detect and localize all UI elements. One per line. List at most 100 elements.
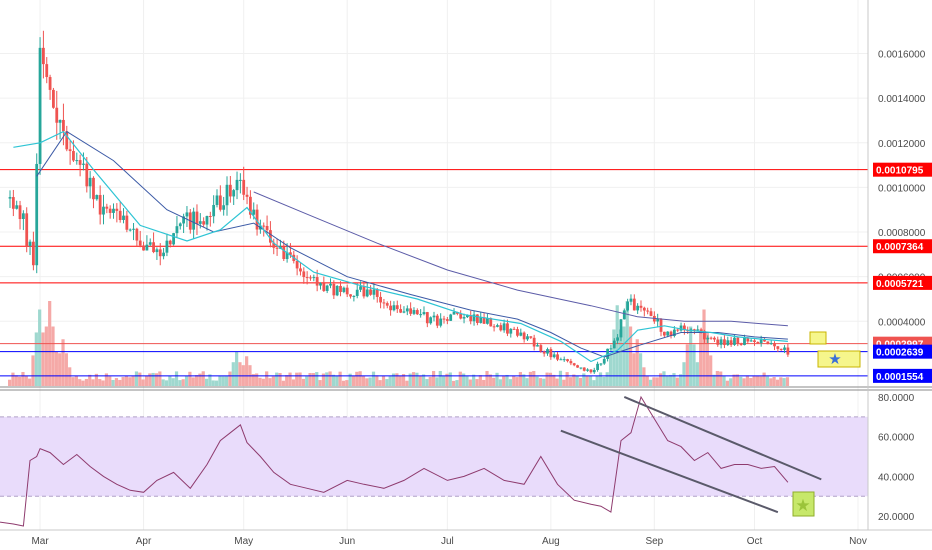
candle-body xyxy=(108,208,112,213)
candle-body xyxy=(492,326,496,328)
volume-bar xyxy=(762,372,766,386)
volume-bar xyxy=(368,377,372,386)
volume-bar xyxy=(418,375,422,386)
volume-bar xyxy=(695,362,699,386)
volume-bar xyxy=(421,374,426,386)
candle-body xyxy=(299,268,302,272)
volume-bar xyxy=(595,375,599,386)
volume-bar xyxy=(575,375,579,386)
candle-body xyxy=(389,305,392,311)
candle-body xyxy=(269,230,272,243)
volume-bar xyxy=(204,378,209,386)
volume-bar xyxy=(288,372,292,386)
volume-bar xyxy=(151,372,155,386)
candle-body xyxy=(21,213,25,220)
volume-bar xyxy=(251,374,255,386)
candle-body xyxy=(662,331,666,336)
volume-bar xyxy=(435,377,439,386)
volume-bar xyxy=(61,339,65,386)
candle-body xyxy=(509,328,513,334)
annotation-box xyxy=(809,331,827,345)
volume-bar xyxy=(548,372,553,386)
volume-bar xyxy=(31,355,35,386)
volume-bar xyxy=(445,373,449,386)
volume-bar xyxy=(775,379,780,386)
volume-bar xyxy=(645,375,649,386)
candle-body xyxy=(629,298,633,302)
volume-bar xyxy=(171,378,175,386)
candle-body xyxy=(656,319,660,322)
candle-body xyxy=(225,184,229,206)
candle-body xyxy=(145,244,149,251)
volume-bar xyxy=(612,329,616,386)
candle-body xyxy=(773,343,776,347)
candle-body xyxy=(85,163,89,187)
candle-body xyxy=(349,294,352,297)
volume-bar xyxy=(88,374,92,386)
candle-body xyxy=(192,211,196,230)
candle-body xyxy=(98,195,102,215)
volume-bar xyxy=(94,373,99,386)
candle-body xyxy=(152,242,155,253)
volume-bar xyxy=(739,376,743,386)
volume-bar xyxy=(478,375,482,386)
candle-body xyxy=(332,283,336,296)
candle-body xyxy=(115,208,119,211)
candle-body xyxy=(476,314,479,323)
candle-body xyxy=(15,205,19,209)
volume-bar xyxy=(769,378,773,386)
volume-bar xyxy=(401,374,406,386)
volume-bar xyxy=(161,379,165,386)
candle-body xyxy=(669,331,673,336)
level-label-bg xyxy=(873,368,932,383)
rsi-trendlines xyxy=(560,396,822,514)
volume-bar xyxy=(14,375,18,386)
volume-bar xyxy=(572,374,576,386)
volume-bar xyxy=(495,372,499,386)
volume-bar xyxy=(522,374,526,386)
volume-bar xyxy=(395,373,399,386)
level-label: 0.0007364 xyxy=(876,242,924,253)
candle-body xyxy=(519,332,523,336)
volume-bar xyxy=(749,378,753,386)
volume-bar xyxy=(348,373,352,386)
candle-body xyxy=(155,249,159,253)
volume-bar xyxy=(44,326,48,386)
volume-bar xyxy=(515,377,519,386)
candle-body xyxy=(646,310,650,312)
volume-bar xyxy=(672,373,676,386)
volume-bar xyxy=(98,379,102,386)
candle-body xyxy=(572,363,576,366)
candle-body xyxy=(542,351,546,354)
candle-body xyxy=(626,301,630,311)
volume-bar xyxy=(365,378,369,386)
candle-body xyxy=(636,305,640,311)
candle-body xyxy=(576,365,579,368)
candle-body xyxy=(52,89,55,108)
volume-bar xyxy=(114,378,119,386)
time-tick-label: Jul xyxy=(441,536,454,547)
candle-body xyxy=(172,233,175,245)
volume-bar xyxy=(141,379,145,386)
candle-body xyxy=(202,221,206,225)
volume-bar xyxy=(198,373,202,386)
volume-bar xyxy=(712,374,716,386)
candle-body xyxy=(272,242,276,248)
candle-body xyxy=(459,313,463,319)
volume-bar xyxy=(271,376,275,386)
candle-body xyxy=(339,285,342,292)
volume-bar xyxy=(221,376,225,386)
rsi-line xyxy=(0,395,789,527)
volume-bar xyxy=(285,375,289,386)
volume-bar xyxy=(355,371,359,386)
volume-bar xyxy=(298,372,302,386)
candle-body xyxy=(379,296,382,303)
candle-body xyxy=(375,289,379,297)
volume-bar xyxy=(555,378,559,386)
volume-bar xyxy=(512,375,516,386)
candle-body xyxy=(88,177,92,187)
volume-bar xyxy=(378,380,382,386)
candle-body xyxy=(666,331,670,336)
volume-bar xyxy=(184,375,189,386)
volume-bar xyxy=(358,371,362,386)
